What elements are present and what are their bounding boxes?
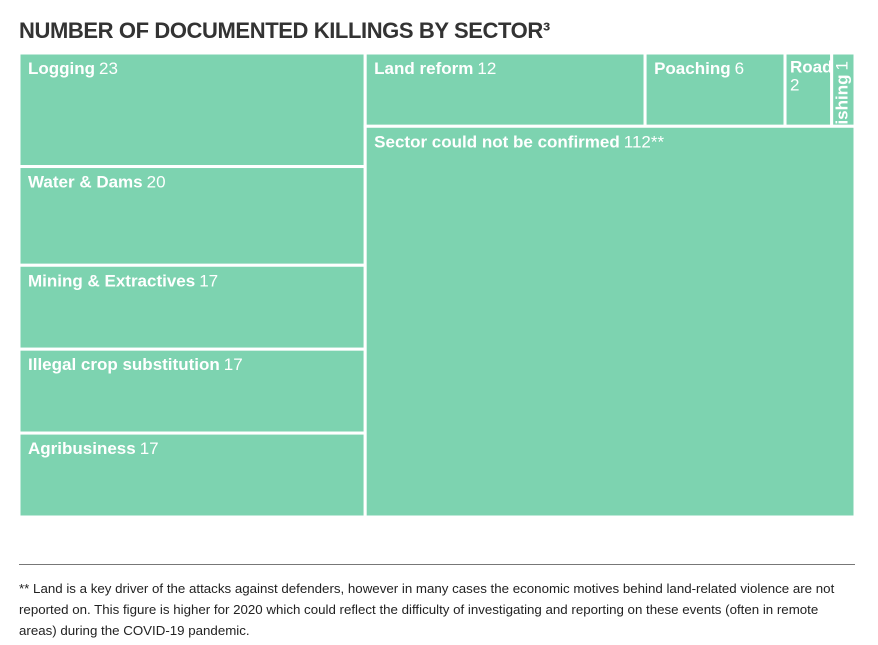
category-label: Mining & Extractives: [28, 272, 195, 291]
treemap-cell: [363, 51, 647, 128]
category-label: Land reform: [374, 59, 473, 78]
cell-label: Agribusiness 17: [28, 440, 159, 459]
treemap-cell: [17, 347, 367, 435]
category-label: Road: [790, 57, 833, 76]
value-label: 2: [790, 75, 799, 94]
cell-label: Illegal crop substitution 17: [28, 356, 243, 375]
category-label: Poaching: [654, 59, 731, 78]
treemap-cell: [363, 124, 857, 519]
category-label: Fishing: [833, 74, 852, 134]
cell-label: Water & Dams 20: [28, 173, 166, 192]
cell-label: Poaching 6: [654, 59, 744, 78]
chart-title: NUMBER OF DOCUMENTED KILLINGS BY SECTOR³: [19, 18, 550, 43]
treemap-cell: [17, 165, 367, 267]
value-label: 20: [147, 173, 166, 192]
value-label: 23: [99, 59, 118, 78]
value-label: 1: [833, 61, 852, 70]
value-label: 112**: [624, 133, 665, 152]
category-label: Logging: [28, 59, 95, 78]
cell-label: Mining & Extractives 17: [28, 272, 218, 291]
value-label: 17: [140, 440, 159, 459]
cell-label: Land reform 12: [374, 59, 496, 78]
category-label: Illegal crop substitution: [28, 356, 220, 375]
chart: NUMBER OF DOCUMENTED KILLINGS BY SECTOR³…: [17, 18, 857, 519]
value-label: 12: [477, 59, 496, 78]
treemap-cell: [17, 51, 367, 169]
category-label: Sector could not be confirmed: [374, 133, 620, 152]
cell-label: Sector could not be confirmed 112**: [374, 133, 664, 152]
category-label: Water & Dams: [28, 173, 143, 192]
category-label: Agribusiness: [28, 440, 136, 459]
treemap-cell: [17, 263, 367, 351]
treemap-cell: [17, 431, 367, 519]
cell-label: Logging 23: [28, 59, 118, 78]
value-label: 6: [735, 59, 744, 78]
divider: [19, 564, 855, 565]
cell-label: Fishing 1: [833, 61, 852, 135]
value-label: 17: [199, 272, 218, 291]
footnote: ** Land is a key driver of the attacks a…: [19, 581, 835, 638]
value-label: 17: [224, 356, 243, 375]
